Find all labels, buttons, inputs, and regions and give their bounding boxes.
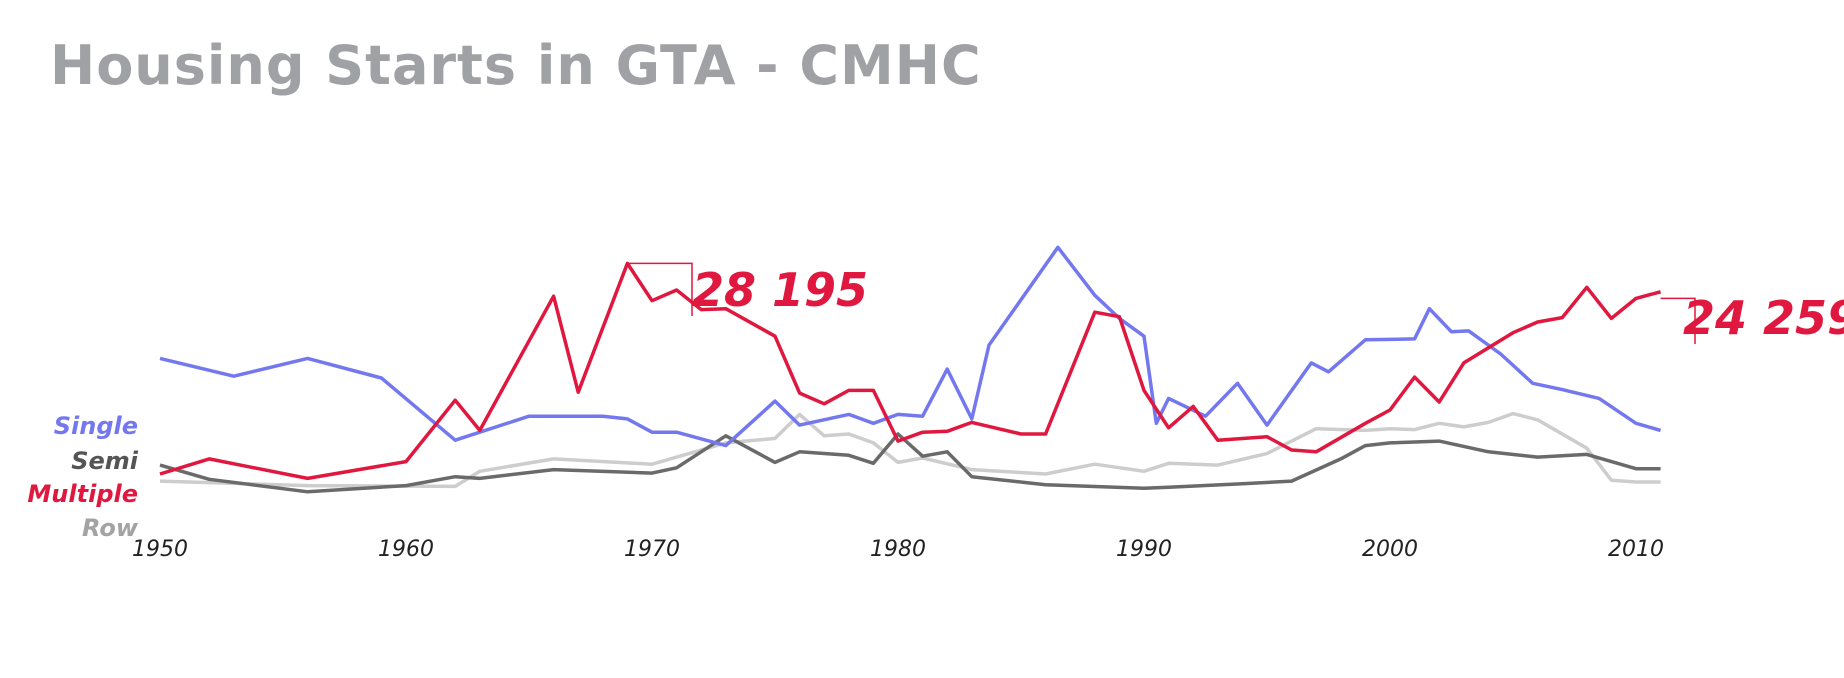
legend-label-single: Single bbox=[54, 412, 138, 440]
x-tick-label-2000: 2000 bbox=[1362, 537, 1418, 562]
x-tick-label-1970: 1970 bbox=[624, 537, 680, 562]
series-line-single bbox=[159, 245, 1662, 448]
callout-value-label: 28 195 bbox=[692, 263, 868, 317]
x-tick-label-1980: 1980 bbox=[870, 537, 926, 562]
x-axis-tick-labels: 1950 1960 1970 1980 1990 2000 2010 bbox=[132, 537, 1664, 562]
callout-leader-line bbox=[627, 262, 693, 316]
series-lines bbox=[159, 245, 1662, 494]
x-tick-label-2010: 2010 bbox=[1608, 537, 1664, 562]
callout-leader-line bbox=[1660, 297, 1696, 344]
chart-title: Housing Starts in GTA - CMHC bbox=[50, 34, 982, 97]
legend-label-row: Row bbox=[82, 514, 139, 542]
legend-label-multiple: Multiple bbox=[27, 480, 138, 508]
x-tick-label-1950: 1950 bbox=[132, 537, 188, 562]
series-line-semi bbox=[159, 432, 1661, 494]
x-tick-label-1960: 1960 bbox=[378, 537, 434, 562]
legend: Single Semi Multiple Row bbox=[27, 412, 138, 542]
x-tick-label-1990: 1990 bbox=[1116, 537, 1172, 562]
series-line-row bbox=[159, 411, 1661, 489]
callout-value-label: 24 259 bbox=[1683, 291, 1844, 345]
legend-label-semi: Semi bbox=[71, 447, 139, 475]
series-line-multiple bbox=[159, 261, 1662, 481]
value-callouts: 28 195 24 259 bbox=[627, 262, 1844, 345]
